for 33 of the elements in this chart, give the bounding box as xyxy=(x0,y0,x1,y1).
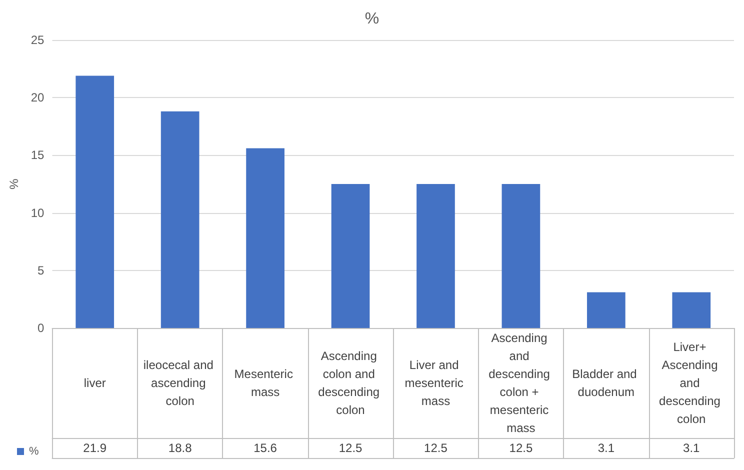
x-tick-label: Ascending and descending colon + mesenteric mass xyxy=(488,331,554,435)
data-label: 15.6 xyxy=(254,441,278,455)
bar xyxy=(331,184,370,328)
y-tick-label: 25 xyxy=(30,33,45,47)
data-label: 3.1 xyxy=(683,441,700,455)
legend-label: % xyxy=(29,446,39,458)
bar xyxy=(246,148,284,328)
x-tick-label: liver xyxy=(84,376,106,390)
data-label: 18.8 xyxy=(168,441,192,455)
x-tick-label: Bladder and duodenum xyxy=(572,367,640,399)
x-tick-label: Mesenteric mass xyxy=(234,367,296,399)
y-tick-label: 15 xyxy=(30,148,45,162)
bar xyxy=(586,292,626,328)
data-label: 21.9 xyxy=(83,441,107,455)
data-label: 3.1 xyxy=(598,441,615,455)
data-label: 12.5 xyxy=(509,441,533,455)
x-tick-label: Ascending colon and descending colon xyxy=(318,349,383,417)
y-tick-label: 5 xyxy=(38,263,45,278)
bar xyxy=(76,76,114,328)
y-axis-title: % xyxy=(7,178,21,190)
bar xyxy=(416,184,455,328)
data-label: 12.5 xyxy=(424,441,448,455)
y-tick-label: 10 xyxy=(30,206,45,220)
data-label: 12.5 xyxy=(338,441,363,455)
y-tick-label: 0 xyxy=(38,321,45,335)
y-tick-label: 20 xyxy=(30,90,45,105)
bar xyxy=(160,111,200,328)
bar xyxy=(502,184,540,328)
x-tick-label: ileocecal and ascending colon xyxy=(143,358,217,408)
chart-title: % xyxy=(364,10,380,28)
x-tick-label: Liver+ Ascending and descending colon xyxy=(659,340,724,426)
x-tick-label: Liver and mesenteric mass xyxy=(404,358,467,408)
bar xyxy=(672,292,711,328)
